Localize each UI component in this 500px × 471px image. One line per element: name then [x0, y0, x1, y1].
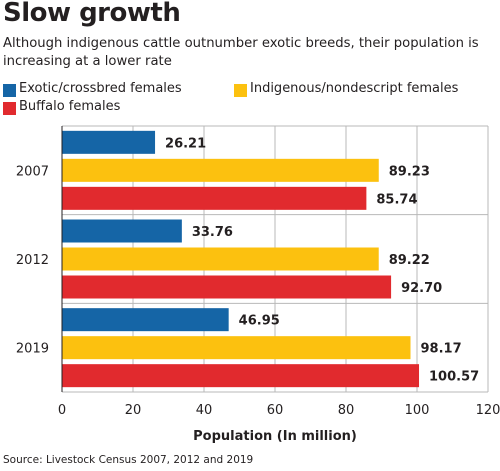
x-tick-label-100: 100 — [405, 403, 430, 418]
legend-label-buffalo: Buffalo females — [19, 99, 121, 114]
bar-2012-series-1 — [62, 247, 379, 271]
x-tick-label-20: 20 — [125, 403, 142, 418]
x-tick-label-120: 120 — [476, 403, 500, 418]
legend-label-exotic: Exotic/crossbred females — [19, 81, 182, 96]
bar-2007-series-1 — [62, 158, 379, 182]
data-label-2012-series-1: 89.22 — [389, 253, 430, 268]
data-label-2012-series-2: 92.70 — [401, 281, 442, 296]
legend-swatch-buffalo — [3, 102, 16, 115]
x-tick-label-0: 0 — [58, 403, 66, 418]
category-label-2019: 2019 — [16, 342, 49, 357]
legend-swatch-indigenous — [234, 84, 247, 97]
data-label-2019-series-0: 46.95 — [239, 314, 280, 329]
chart-subtitle: Although indigenous cattle outnumber exo… — [3, 36, 479, 69]
data-label-2007-series-2: 85.74 — [376, 192, 417, 207]
data-label-2019-series-1: 98.17 — [421, 342, 462, 357]
x-tick-label-60: 60 — [267, 403, 284, 418]
bar-2007-series-0 — [62, 130, 156, 154]
legend-swatch-exotic — [3, 84, 16, 97]
x-axis-title: Population (In million) — [193, 429, 357, 444]
category-label-2012: 2012 — [16, 253, 49, 268]
bar-2019-series-1 — [62, 336, 411, 360]
source-note: Source: Livestock Census 2007, 2012 and … — [3, 454, 254, 466]
data-label-2007-series-0: 26.21 — [165, 136, 206, 151]
data-label-2012-series-0: 33.76 — [192, 225, 233, 240]
x-tick-label-80: 80 — [338, 403, 355, 418]
data-label-2019-series-2: 100.57 — [429, 370, 479, 385]
bar-2012-series-0 — [62, 219, 182, 243]
bar-2007-series-2 — [62, 186, 367, 210]
category-label-2007: 2007 — [16, 164, 49, 179]
bar-2012-series-2 — [62, 275, 392, 299]
bar-2019-series-2 — [62, 364, 420, 388]
x-tick-label-40: 40 — [196, 403, 213, 418]
legend-label-indigenous: Indigenous/nondescript females — [250, 81, 459, 96]
bar-2019-series-0 — [62, 308, 229, 332]
data-label-2007-series-1: 89.23 — [389, 164, 430, 179]
chart-title: Slow growth — [3, 0, 181, 28]
